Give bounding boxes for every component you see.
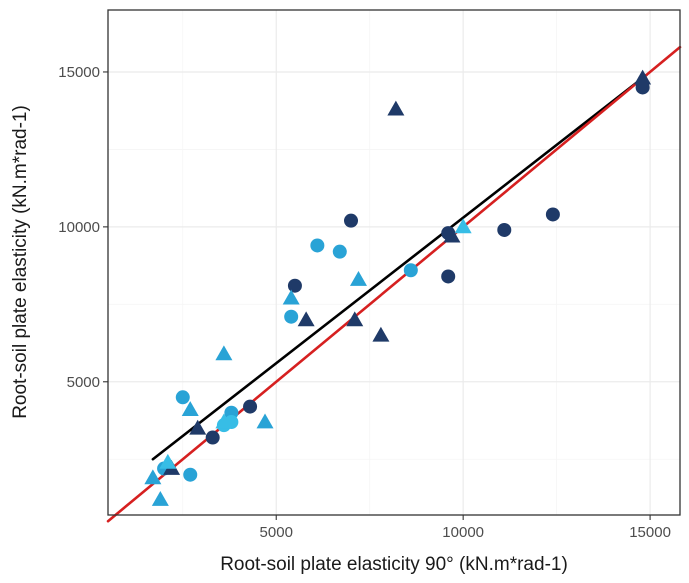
axis-ticks: 5000 10000 15000 5000 10000 15000 bbox=[58, 64, 671, 541]
x-tick-label: 10000 bbox=[442, 524, 484, 541]
grid bbox=[108, 10, 680, 515]
data-point-triangle bbox=[144, 469, 162, 485]
data-point-circle bbox=[310, 238, 325, 253]
data-point-circle bbox=[205, 430, 220, 445]
data-point-triangle bbox=[282, 289, 300, 305]
data-point-circle bbox=[441, 269, 456, 284]
data-point-circle bbox=[183, 467, 198, 482]
data-point-triangle bbox=[181, 401, 199, 417]
data-point-circle bbox=[243, 399, 258, 414]
data-point-circle bbox=[403, 263, 418, 278]
data-point-triangle bbox=[189, 419, 207, 435]
data-point-circle bbox=[497, 222, 512, 237]
data-point-circle bbox=[332, 244, 347, 259]
data-point-circle bbox=[284, 309, 299, 324]
x-axis-title: Root-soil plate elasticity 90° (kN.m*rad… bbox=[220, 554, 568, 575]
data-point-circle bbox=[175, 390, 190, 405]
fit-line bbox=[151, 73, 648, 461]
one-to-one-line bbox=[106, 45, 682, 523]
data-point-triangle bbox=[349, 271, 367, 286]
x-tick-label: 5000 bbox=[260, 524, 293, 541]
trend-lines bbox=[106, 45, 682, 523]
data-points bbox=[144, 69, 652, 506]
data-point-triangle bbox=[387, 100, 405, 116]
data-point-triangle bbox=[372, 326, 390, 342]
data-point-triangle bbox=[215, 345, 233, 361]
y-tick-label: 5000 bbox=[67, 374, 100, 391]
y-tick-label: 15000 bbox=[58, 64, 100, 81]
data-point-triangle bbox=[151, 491, 169, 506]
plot-frame bbox=[107, 9, 681, 516]
data-point-triangle bbox=[215, 413, 233, 429]
y-tick-label: 10000 bbox=[58, 219, 100, 236]
data-point-triangle bbox=[159, 453, 177, 469]
x-tick-label: 15000 bbox=[629, 524, 671, 541]
data-point-circle bbox=[344, 213, 359, 228]
data-point-triangle bbox=[346, 311, 364, 327]
data-point-triangle bbox=[634, 69, 652, 85]
data-point-triangle bbox=[454, 218, 472, 234]
y-axis-title: Root-soil plate elasticity (kN.m*rad-1) bbox=[10, 105, 31, 419]
data-point-triangle bbox=[297, 311, 315, 327]
data-point-circle bbox=[287, 278, 302, 293]
data-point-triangle bbox=[443, 227, 461, 243]
data-point-triangle bbox=[256, 413, 274, 429]
data-point-circle bbox=[545, 207, 560, 222]
